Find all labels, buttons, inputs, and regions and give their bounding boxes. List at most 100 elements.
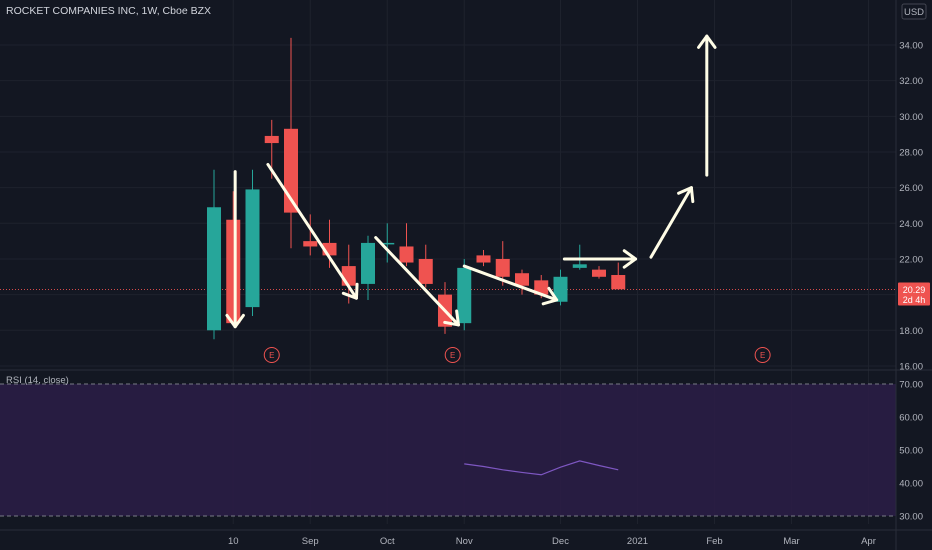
candle[interactable]	[418, 244, 433, 288]
candle[interactable]	[553, 269, 568, 306]
earnings-marker[interactable]: E	[444, 347, 461, 363]
time-tick-label: Dec	[552, 536, 569, 547]
candle-body[interactable]	[515, 273, 529, 286]
candle-body[interactable]	[476, 255, 491, 263]
candle[interactable]	[457, 258, 472, 331]
candle-body[interactable]	[361, 242, 375, 284]
earnings-icon[interactable]	[263, 347, 280, 363]
annotation-arrow[interactable]	[266, 162, 359, 300]
time-tick-label: Feb	[706, 536, 722, 547]
time-tick-label: Apr	[861, 536, 876, 547]
time-tick-label: Mar	[783, 536, 799, 547]
candle[interactable]	[399, 223, 414, 267]
candle-body[interactable]	[341, 266, 356, 286]
candle-body[interactable]	[534, 280, 549, 295]
rsi-tick-label: 70.00	[899, 380, 923, 391]
arrow-shaft[interactable]	[462, 264, 559, 302]
candle[interactable]	[592, 266, 606, 279]
candle[interactable]	[380, 223, 395, 263]
arrow-head[interactable]	[341, 282, 359, 300]
candle[interactable]	[572, 244, 587, 270]
bar-countdown: 2d 4h	[903, 295, 926, 305]
price-tick-label: 32.00	[899, 76, 923, 87]
price-tick-label: 22.00	[899, 254, 923, 265]
rsi-tick-label: 40.00	[899, 479, 923, 490]
candle-body[interactable]	[418, 258, 433, 284]
earnings-label: E	[450, 351, 455, 360]
candle[interactable]	[226, 191, 241, 325]
annotation-arrow[interactable]	[462, 264, 559, 306]
candle-body[interactable]	[207, 207, 221, 331]
candle-body[interactable]	[303, 241, 318, 247]
rsi-tick-label: 50.00	[899, 446, 923, 457]
candle-body[interactable]	[592, 269, 606, 277]
earnings-marker[interactable]: E	[263, 347, 280, 363]
rsi-tick-label: 30.00	[899, 512, 923, 523]
earnings-marker[interactable]: E	[754, 347, 771, 363]
price-tick-label: 16.00	[899, 361, 923, 372]
price-tick-label: 26.00	[899, 183, 923, 194]
arrow-head[interactable]	[225, 313, 245, 329]
annotation-arrow[interactable]	[225, 170, 245, 329]
arrow-shaft[interactable]	[649, 186, 693, 259]
time-tick-label: Sep	[302, 536, 319, 547]
candle-body[interactable]	[572, 264, 587, 268]
candle-body[interactable]	[245, 189, 260, 308]
annotation-arrow[interactable]	[562, 249, 638, 269]
drawing-annotations[interactable]	[225, 34, 717, 329]
candle-body[interactable]	[399, 246, 414, 263]
candle[interactable]	[361, 235, 375, 300]
candle[interactable]	[207, 169, 221, 340]
price-tick-label: 28.00	[899, 147, 923, 158]
rsi-title[interactable]: RSI (14, close)	[6, 375, 69, 386]
price-tick-label: 18.00	[899, 326, 923, 337]
candle[interactable]	[303, 214, 318, 256]
symbol-title[interactable]: ROCKET COMPANIES INC, 1W, Cboe BZX	[6, 5, 211, 17]
arrow-head[interactable]	[443, 309, 460, 327]
candle-body[interactable]	[226, 219, 241, 324]
last-price-value: 20.29	[903, 285, 926, 295]
annotation-arrow[interactable]	[649, 186, 695, 259]
currency-label: USD	[904, 7, 924, 18]
candle-body[interactable]	[495, 258, 510, 277]
rsi-line[interactable]	[464, 460, 619, 476]
arrow-head[interactable]	[622, 249, 638, 269]
candle[interactable]	[515, 269, 529, 295]
price-tick-label: 34.00	[899, 41, 923, 52]
candle-body[interactable]	[553, 276, 568, 302]
price-tick-label: 24.00	[899, 219, 923, 230]
price-tick-label: 30.00	[899, 112, 923, 123]
earnings-icon[interactable]	[444, 347, 461, 363]
arrow-shaft[interactable]	[374, 236, 460, 327]
time-tick-label: Nov	[456, 536, 473, 547]
arrow-head[interactable]	[697, 34, 717, 49]
time-tick-label: 10	[228, 536, 239, 547]
annotation-arrow[interactable]	[374, 236, 460, 327]
arrow-head[interactable]	[541, 286, 559, 306]
candle[interactable]	[476, 250, 491, 267]
earnings-label: E	[269, 351, 274, 360]
candle[interactable]	[245, 169, 260, 317]
candle-body[interactable]	[380, 242, 395, 245]
candle[interactable]	[611, 262, 626, 290]
earnings-label: E	[760, 351, 765, 360]
candle-body[interactable]	[457, 267, 472, 324]
rsi-tick-label: 60.00	[899, 413, 923, 424]
candle[interactable]	[495, 241, 510, 286]
annotation-arrow[interactable]	[697, 34, 717, 177]
time-tick-label: 2021	[627, 536, 648, 547]
last-price-tag-bg	[898, 282, 930, 306]
currency-badge[interactable]: USD	[901, 3, 927, 20]
candle-body[interactable]	[611, 275, 626, 290]
arrow-shaft[interactable]	[266, 162, 358, 300]
rsi-band-fill	[0, 384, 896, 516]
candle-body[interactable]	[264, 135, 279, 144]
arrow-head[interactable]	[677, 186, 695, 204]
rsi-pane: RSI (14, close)	[0, 375, 896, 517]
earnings-icon[interactable]	[754, 347, 771, 363]
